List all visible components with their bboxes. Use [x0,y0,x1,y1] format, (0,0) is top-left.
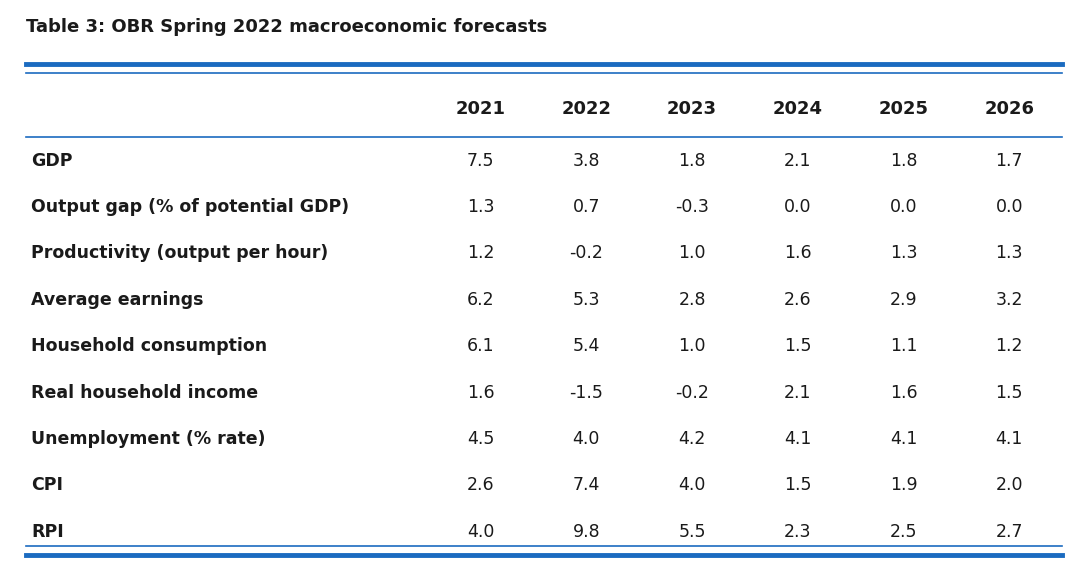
Text: 0.7: 0.7 [572,198,601,216]
Text: 1.8: 1.8 [678,152,706,170]
Text: 1.3: 1.3 [996,245,1023,262]
Text: -1.5: -1.5 [569,383,603,402]
Text: 1.1: 1.1 [890,337,917,355]
Text: 0.0: 0.0 [784,198,812,216]
Text: 0.0: 0.0 [996,198,1023,216]
Text: -0.2: -0.2 [569,245,603,262]
Text: 6.2: 6.2 [467,291,494,309]
Text: Household consumption: Household consumption [32,337,268,355]
Text: 1.6: 1.6 [890,383,917,402]
Text: 2021: 2021 [456,99,506,118]
Text: 2.3: 2.3 [784,523,812,540]
Text: 5.3: 5.3 [572,291,601,309]
Text: 1.5: 1.5 [996,383,1023,402]
Text: 5.5: 5.5 [678,523,706,540]
Text: 6.1: 6.1 [467,337,494,355]
Text: 2026: 2026 [985,99,1035,118]
Text: 1.6: 1.6 [467,383,494,402]
Text: 4.5: 4.5 [467,430,494,448]
Text: 1.9: 1.9 [890,476,917,495]
Text: 4.1: 4.1 [996,430,1023,448]
Text: 2024: 2024 [772,99,823,118]
Text: Real household income: Real household income [32,383,258,402]
Text: 2.1: 2.1 [784,383,812,402]
Text: 1.3: 1.3 [890,245,917,262]
Text: 5.4: 5.4 [572,337,599,355]
Text: 2.7: 2.7 [996,523,1023,540]
Text: 2022: 2022 [561,99,611,118]
Text: 0.0: 0.0 [890,198,917,216]
Text: 1.0: 1.0 [678,337,706,355]
Text: Productivity (output per hour): Productivity (output per hour) [32,245,329,262]
Text: 1.6: 1.6 [784,245,812,262]
Text: Unemployment (% rate): Unemployment (% rate) [32,430,265,448]
Text: -0.3: -0.3 [676,198,709,216]
Text: 1.3: 1.3 [467,198,494,216]
Text: 2.5: 2.5 [890,523,917,540]
Text: 1.5: 1.5 [784,337,812,355]
Text: 7.5: 7.5 [467,152,494,170]
Text: 2023: 2023 [667,99,717,118]
Text: 1.2: 1.2 [996,337,1023,355]
Text: 3.8: 3.8 [572,152,601,170]
Text: 1.7: 1.7 [996,152,1023,170]
Text: 2025: 2025 [879,99,928,118]
Text: CPI: CPI [32,476,63,495]
Text: 2.0: 2.0 [996,476,1023,495]
Text: -0.2: -0.2 [676,383,709,402]
Text: 4.0: 4.0 [467,523,494,540]
Text: GDP: GDP [32,152,73,170]
Text: 4.0: 4.0 [572,430,599,448]
Text: 1.8: 1.8 [890,152,917,170]
Text: 4.0: 4.0 [679,476,706,495]
Text: 1.5: 1.5 [784,476,812,495]
Text: 2.6: 2.6 [784,291,812,309]
Text: 2.6: 2.6 [467,476,494,495]
Text: 1.2: 1.2 [467,245,494,262]
Text: 2.1: 2.1 [784,152,812,170]
Text: Output gap (% of potential GDP): Output gap (% of potential GDP) [32,198,349,216]
Text: 2.8: 2.8 [678,291,706,309]
Text: 4.1: 4.1 [784,430,812,448]
Text: Table 3: OBR Spring 2022 macroeconomic forecasts: Table 3: OBR Spring 2022 macroeconomic f… [26,18,547,36]
Text: 7.4: 7.4 [572,476,599,495]
Text: 1.0: 1.0 [678,245,706,262]
Text: RPI: RPI [32,523,64,540]
Text: Average earnings: Average earnings [32,291,203,309]
Text: 9.8: 9.8 [572,523,601,540]
Text: 4.2: 4.2 [679,430,706,448]
Text: 3.2: 3.2 [996,291,1023,309]
Text: 2.9: 2.9 [890,291,917,309]
Text: 4.1: 4.1 [890,430,917,448]
